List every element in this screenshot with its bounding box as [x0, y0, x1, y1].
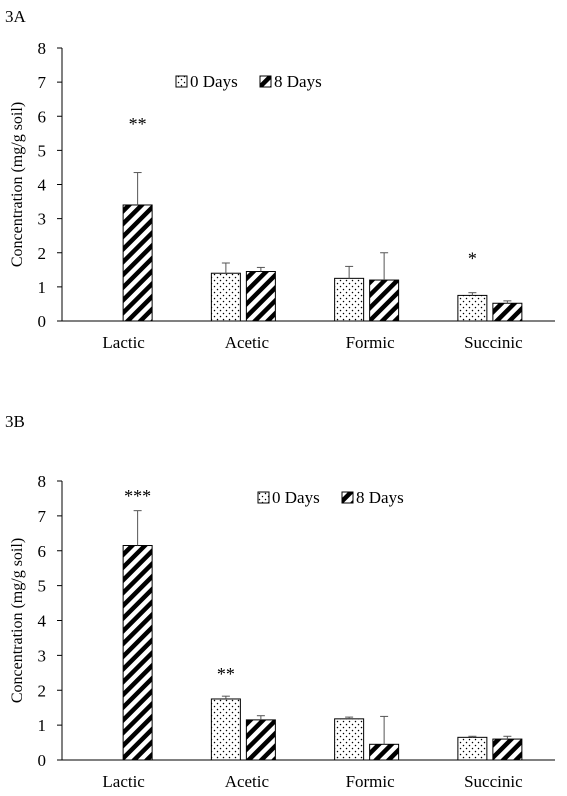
- significance-marker: **: [129, 114, 147, 134]
- chart-panel-3a: 3A 0 1 2 3 4 5 6 7 8 Concentration (mg/g soil) Lact…: [5, 7, 555, 352]
- bar-8-days: [369, 279, 400, 322]
- bar-0-days: [210, 272, 241, 322]
- x-tick-label: Succinic: [464, 333, 523, 352]
- x-tick-label: Succinic: [464, 772, 523, 791]
- y-axis-label: Concentration (mg/g soil): [9, 538, 26, 703]
- bar-8-days: [122, 545, 153, 761]
- x-tick-label: Formic: [346, 772, 396, 791]
- panel-label: 3A: [5, 7, 27, 26]
- bar-8-days: [369, 743, 400, 761]
- legend-swatch-8-days: [259, 75, 272, 88]
- y-tick-label: 1: [38, 716, 47, 735]
- y-tick-label: 4: [38, 176, 47, 195]
- y-tick-label: 3: [38, 646, 47, 665]
- y-tick-label: 0: [38, 751, 47, 770]
- x-tick-label: Lactic: [102, 333, 145, 352]
- legend-label: 0 Days: [272, 488, 320, 507]
- significance-marker: *: [468, 249, 477, 269]
- y-tick-label: 8: [38, 39, 47, 58]
- significance-marker: ***: [124, 486, 151, 506]
- y-tick-label: 7: [38, 507, 47, 526]
- legend: 0 Days 8 Days: [175, 72, 322, 91]
- bar-8-days: [245, 271, 276, 322]
- y-tick-label: 5: [38, 141, 47, 160]
- y-tick-label: 2: [38, 681, 47, 700]
- y-tick-label: 4: [38, 612, 47, 631]
- bar-0-days: [334, 277, 365, 322]
- bar-8-days: [245, 719, 276, 761]
- bar-8-days: [492, 738, 523, 761]
- significance-marker: **: [217, 664, 235, 684]
- y-tick-label: 0: [38, 312, 47, 331]
- bar-0-days: [457, 294, 488, 322]
- y-axis-label: Concentration (mg/g soil): [9, 102, 26, 267]
- bar-0-days: [334, 718, 365, 761]
- legend-label: 8 Days: [274, 72, 322, 91]
- legend-swatch-0-days: [175, 75, 188, 88]
- y-tick-label: 6: [38, 542, 47, 561]
- x-tick-label: Formic: [346, 333, 396, 352]
- bar-0-days: [457, 736, 488, 761]
- legend-label: 0 Days: [190, 72, 238, 91]
- legend-label: 8 Days: [356, 488, 404, 507]
- y-tick-label: 6: [38, 107, 47, 126]
- x-tick-label: Lactic: [102, 772, 145, 791]
- panel-label: 3B: [5, 412, 25, 431]
- y-tick-label: 2: [38, 244, 47, 263]
- y-tick-label: 1: [38, 278, 47, 297]
- y-tick-label: 3: [38, 210, 47, 229]
- legend-swatch-8-days: [341, 491, 354, 504]
- bar-8-days: [492, 302, 523, 322]
- bar-8-days: [122, 204, 153, 322]
- chart-panel-3b: 3B 0 1 2 3 4 5 6 7 8 Concentration (mg/g soil) Lact…: [5, 412, 555, 791]
- bar-0-days: [210, 698, 241, 761]
- legend-swatch-0-days: [257, 491, 270, 504]
- y-tick-label: 5: [38, 577, 47, 596]
- x-tick-label: Acetic: [225, 333, 270, 352]
- y-tick-label: 7: [38, 73, 47, 92]
- legend: 0 Days 8 Days: [257, 488, 404, 507]
- x-tick-label: Acetic: [225, 772, 270, 791]
- y-tick-label: 8: [38, 472, 47, 491]
